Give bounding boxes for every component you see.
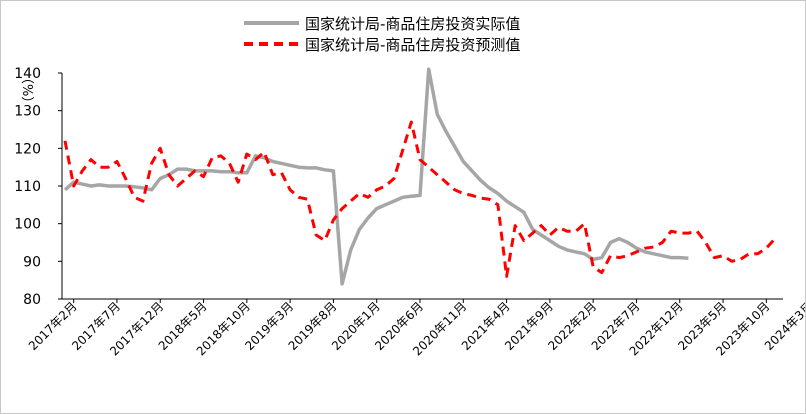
x-axis-ticks: 2017年2月2017年7月2017年12月2018年5月2018年10月201…	[26, 299, 805, 358]
y-tick-label: 130	[14, 104, 41, 120]
y-tick-label: 100	[14, 217, 41, 233]
y-tick-label: 120	[14, 141, 41, 157]
y-axis-label: （%）	[19, 71, 34, 109]
legend-label-1: 国家统计局-商品住房投资实际值	[305, 15, 520, 33]
y-tick-label: 90	[23, 254, 41, 270]
y-tick-label: 80	[23, 292, 41, 308]
legend-label-2: 国家统计局-商品住房投资预测值	[305, 36, 520, 54]
y-tick-label: 140	[14, 66, 41, 82]
y-axis-ticks: 80 90 100 110 120 130 140	[14, 66, 62, 308]
series-group	[63, 67, 777, 286]
series-line-2	[63, 120, 777, 278]
y-tick-label: 110	[14, 179, 41, 195]
series-line-1	[63, 67, 689, 286]
